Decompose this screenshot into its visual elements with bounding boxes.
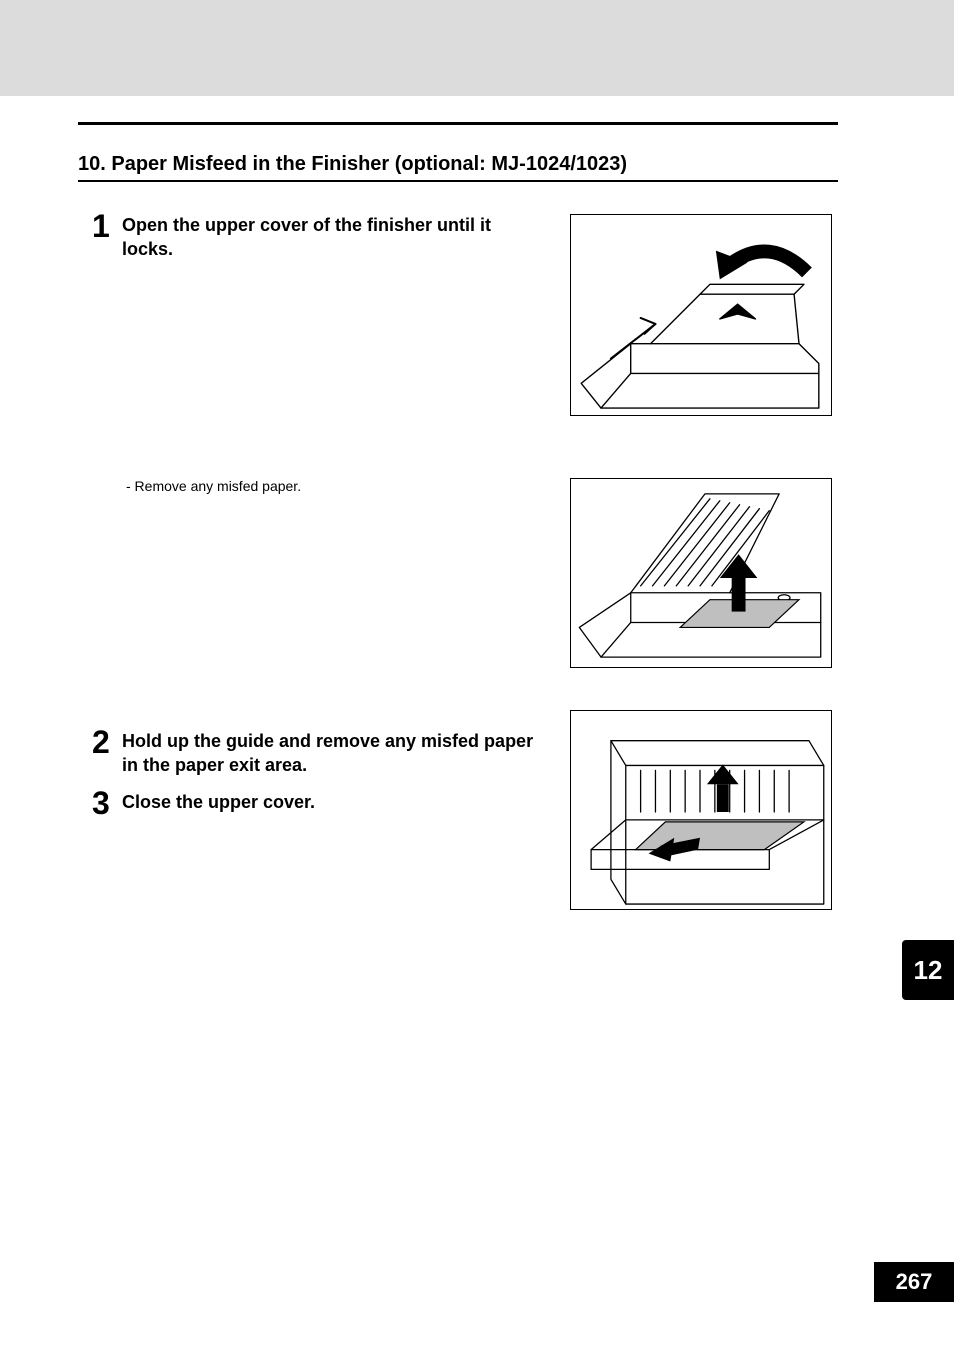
chapter-tab: 12 (902, 940, 954, 1000)
step-text: Hold up the guide and remove any misfed … (122, 726, 542, 778)
header-band (0, 0, 954, 96)
step-number: 2 (92, 726, 122, 758)
page-number-tab: 267 (874, 1262, 954, 1302)
chapter-number: 12 (914, 955, 943, 986)
illustration-icon (571, 215, 831, 415)
section-title: 10. Paper Misfeed in the Finisher (optio… (78, 153, 627, 175)
manual-page: 10. Paper Misfeed in the Finisher (optio… (0, 0, 954, 1348)
step-text: Open the upper cover of the finisher unt… (122, 210, 542, 262)
section-heading: 10. Paper Misfeed in the Finisher (optio… (78, 153, 838, 182)
figure-2-remove-paper (570, 478, 832, 668)
figure-3-exit-area (570, 710, 832, 910)
page-number: 267 (896, 1269, 933, 1295)
figure-1-open-cover (570, 214, 832, 416)
step-number: 3 (92, 787, 122, 819)
top-rule (78, 122, 838, 125)
illustration-icon (571, 711, 831, 909)
step-number: 1 (92, 210, 122, 242)
illustration-icon (571, 479, 831, 667)
step-text: Close the upper cover. (122, 787, 542, 814)
